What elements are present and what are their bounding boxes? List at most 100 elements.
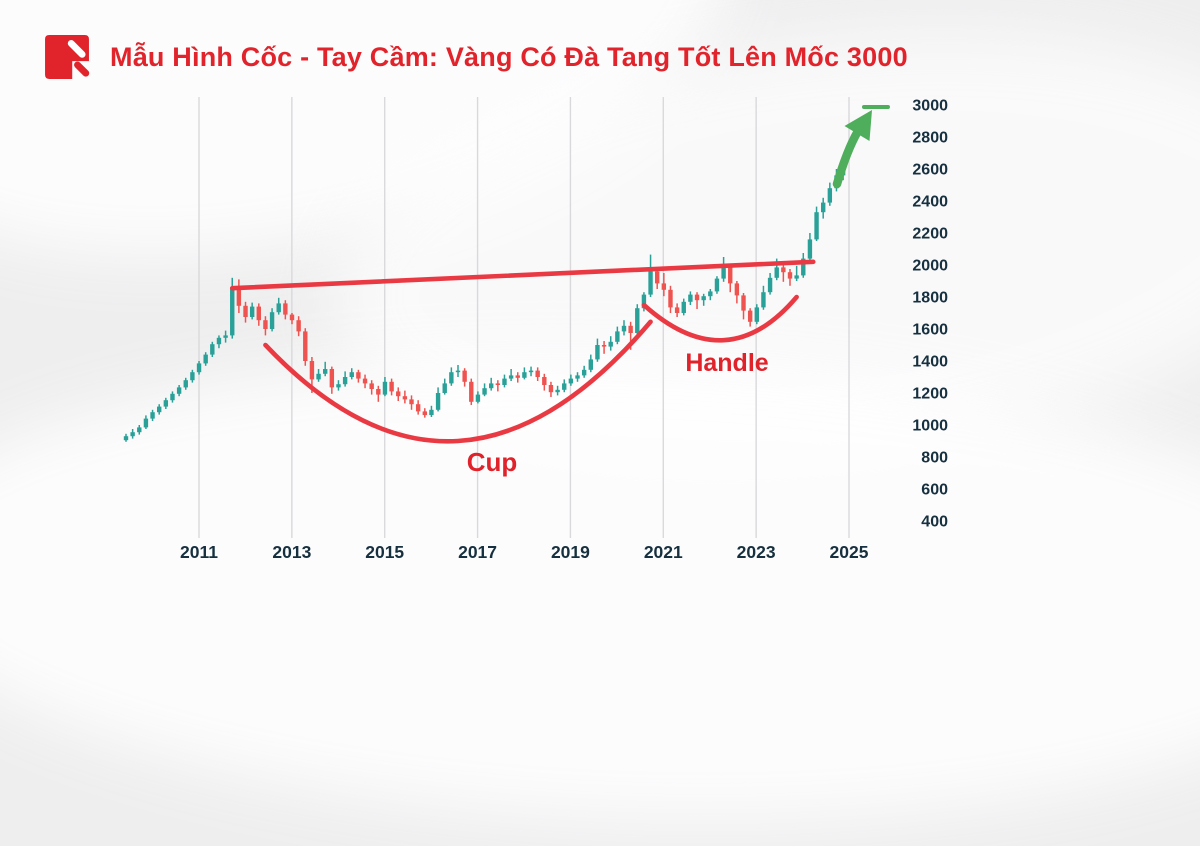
candle-body [655,271,660,284]
y-tick-label: 1400 [912,354,948,371]
y-tick-label: 400 [921,514,948,531]
page-title: Mẫu Hình Cốc - Tay Cầm: Vàng Có Đà Tang … [110,41,908,72]
candle-body [562,383,567,390]
candle-body [555,389,560,393]
x-tick-label: 2023 [737,542,776,562]
candle-body [801,258,806,276]
breakout-arrow-shaft [832,126,863,189]
candle-body [276,303,281,313]
candle-body [821,202,826,213]
candle-body [761,292,766,308]
candle-body [409,399,414,405]
candle-body [342,377,348,385]
cup-arc [263,319,653,444]
candle-body [349,372,354,377]
logo-red-dash [74,61,90,77]
cup-pattern-label: Cup [466,447,518,477]
y-tick-label: 1600 [912,322,948,339]
resistance-trendline [229,259,816,291]
candle-body [455,370,461,373]
candle-body [369,383,374,389]
candle-body [309,361,315,380]
candle-body [415,404,421,412]
candle-body [462,370,467,382]
candle-body [203,354,208,364]
candle-body [701,296,706,301]
candle-body [794,275,799,279]
candle-body [774,267,779,278]
candle-body [183,380,188,388]
candle-body [123,436,129,441]
candle-body [316,373,321,380]
x-tick-label: 2021 [644,542,683,562]
candle-body [508,375,514,379]
candle-body [249,306,255,317]
candle-body [376,389,381,395]
brand-logo-icon [45,35,90,79]
candle-body [688,294,693,302]
candle-body [475,394,481,402]
candle-body [389,381,394,392]
candle-body [674,307,680,313]
x-tick-label: 2017 [458,542,497,562]
candle-body [641,294,647,309]
candle-body [402,396,408,400]
y-tick-label: 1200 [912,386,948,403]
candle-body [581,369,587,376]
candle-body [296,320,301,332]
candle-body [635,308,640,333]
candle-body [608,341,613,347]
candle-body [489,383,494,389]
candle-body [442,383,447,393]
header: Mẫu Hình Cốc - Tay Cầm: Vàng Có Đà Tang … [44,34,908,80]
x-tick-label: 2019 [551,542,590,562]
candle-body [495,383,501,385]
candle-body [595,345,600,360]
candle-body [568,378,574,384]
candle-body [196,363,202,373]
candle-body [807,239,813,259]
candle-body [734,283,740,296]
candle-body [601,345,607,347]
candle-body [747,310,753,322]
candle-body [210,344,215,355]
candle-body [781,267,786,273]
candle-body [216,337,222,345]
candle-body [615,331,620,342]
candle-body [588,359,593,370]
candle-body [714,278,720,292]
candle-body [303,331,308,361]
candle-body [728,267,733,284]
candle-body [435,393,441,410]
candle-body [170,393,175,401]
candle-body [269,312,275,329]
candle-body [628,325,633,333]
candle-body [482,388,487,395]
y-tick-label: 2200 [912,226,948,243]
candle-body [289,314,295,321]
x-tick-label: 2013 [272,542,311,562]
candle-body [422,411,427,416]
candle-body [528,370,534,373]
candle-body [575,375,580,379]
candle-body [382,381,388,395]
candle-body [515,375,520,378]
candle-body [143,418,149,428]
x-tick-label: 2025 [830,542,869,562]
candle-body [362,378,368,384]
candle-body [223,335,228,338]
candle-body [130,432,135,437]
candle-body [329,369,335,388]
candle-body [542,377,547,385]
candle-body [230,287,235,336]
x-tick-label: 2015 [365,542,404,562]
candle-body [356,372,361,379]
candle-body [449,372,454,384]
candle-body [827,188,833,203]
candle-body [163,400,169,407]
candle-body [157,406,162,413]
candle-body [150,412,155,419]
candle-body [502,378,507,385]
y-tick-label: 2600 [912,162,948,179]
y-tick-label: 800 [921,450,948,467]
